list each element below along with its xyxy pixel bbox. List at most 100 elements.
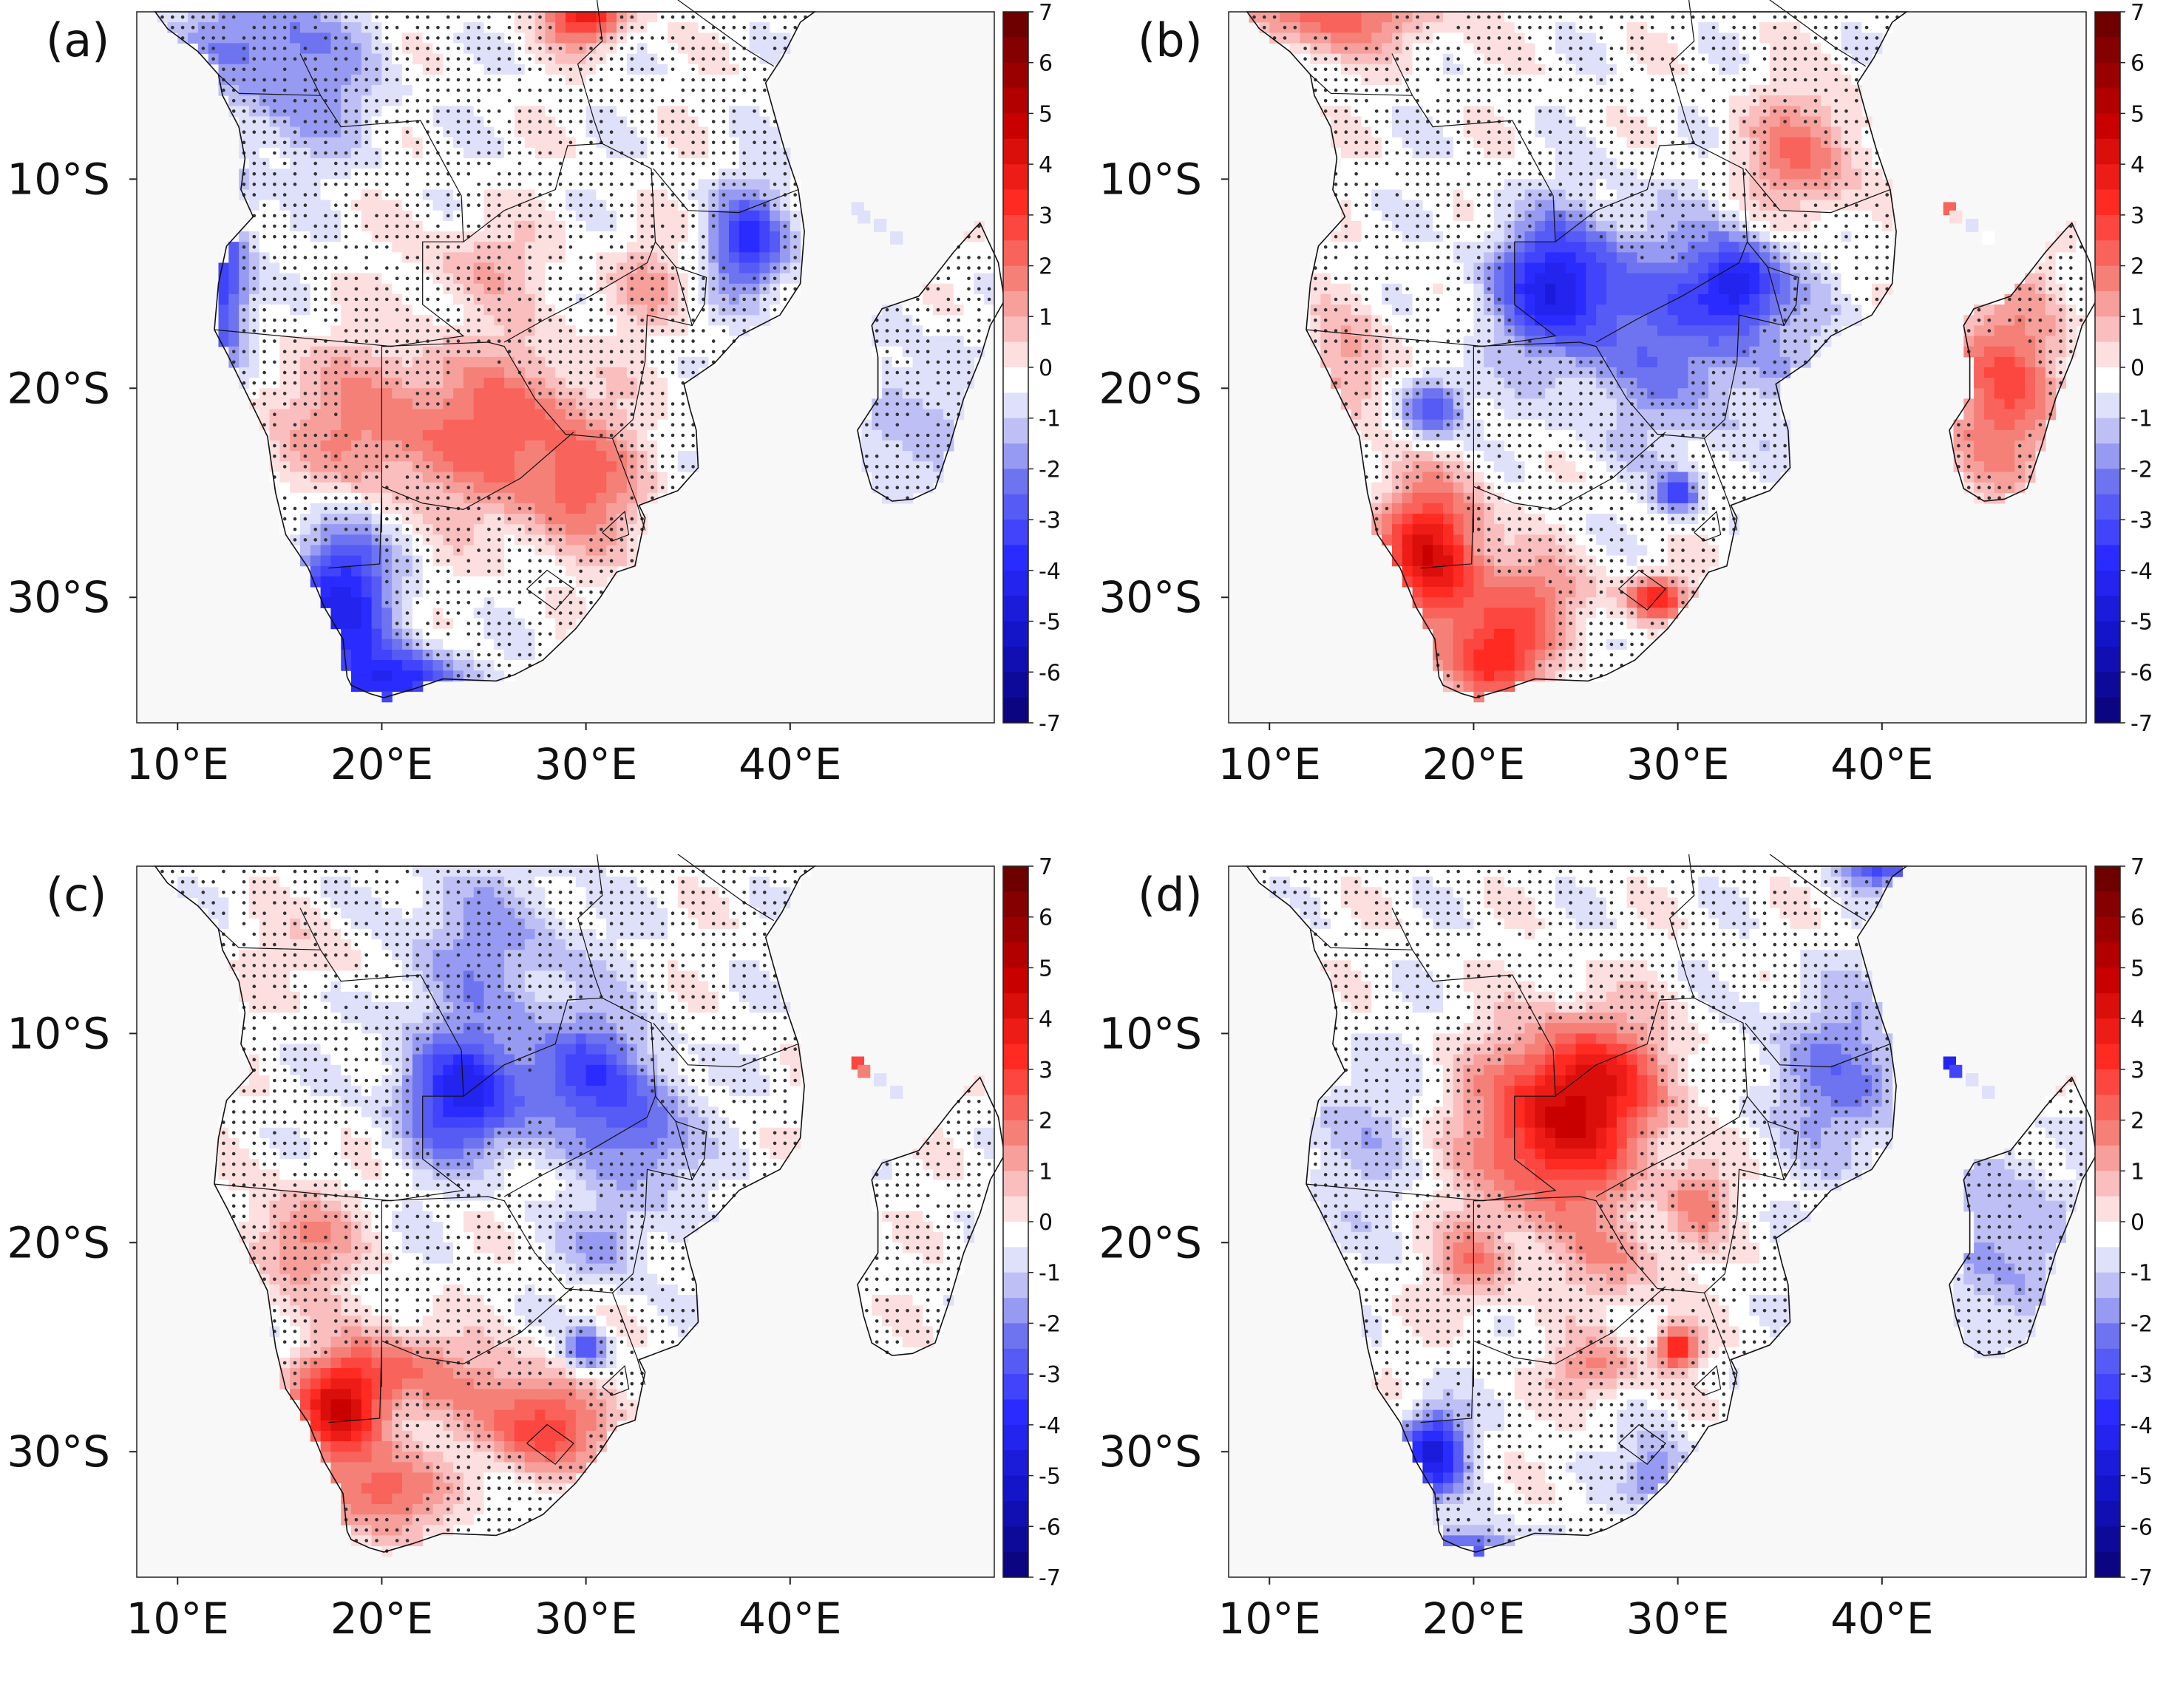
colorbar-tick-label: 4 xyxy=(2131,1007,2145,1032)
colorbar-segment xyxy=(2095,1196,2120,1222)
colorbar-segment xyxy=(2095,942,2120,969)
colorbar-segment xyxy=(2095,570,2120,596)
y-tick-label: 20°S xyxy=(7,1217,110,1268)
y-tick-label: 30°S xyxy=(1099,572,1202,622)
map-frame xyxy=(1228,865,2087,1578)
map-panel-b: 10°E 20°E 30°E 40°E 10°S 20°S 30°S 7 6 5 4 3 2 1 0 -1 -2… xyxy=(1092,0,2183,854)
colorbar-segment xyxy=(1003,164,1028,191)
colorbar-tick-label: 6 xyxy=(2131,51,2145,77)
colorbar-segment xyxy=(1003,866,1028,892)
colorbar-segment xyxy=(2095,1450,2120,1477)
colorbar-segment xyxy=(2095,12,2120,38)
colorbar-segment xyxy=(1003,1171,1028,1197)
y-tick-label: 10°S xyxy=(1099,1008,1202,1058)
x-tick-label: 30°E xyxy=(534,739,637,789)
colorbar-segment xyxy=(1003,1526,1028,1553)
y-tick-label: 30°S xyxy=(7,1426,110,1477)
colorbar-segment xyxy=(1003,341,1028,368)
panel-label-d: (d) xyxy=(1138,868,1203,922)
colorbar-tick-label: 5 xyxy=(2131,101,2145,127)
y-tick-label: 20°S xyxy=(1099,363,1202,413)
colorbar-tick-label: 1 xyxy=(2131,1159,2145,1185)
colorbar-tick-label: 5 xyxy=(1039,956,1053,981)
colorbar-tick-label: -5 xyxy=(2131,1464,2153,1490)
colorbar-tick-label: -3 xyxy=(2131,1362,2153,1388)
colorbar-tick-label: 7 xyxy=(1039,0,1053,26)
colorbar-segment xyxy=(2095,993,2120,1019)
madagascar-coastline xyxy=(1949,1076,2097,1356)
colorbar-segment xyxy=(1003,265,1028,292)
madagascar-coastline xyxy=(857,222,1005,502)
colorbar-segment xyxy=(1003,1500,1028,1527)
colorbar-segment xyxy=(2095,1272,2120,1299)
map-panel-d-svg: 10°E 20°E 30°E 40°E 10°S 20°S 30°S 7 6 5 4 3 2 1 0 -1 -2… xyxy=(1099,854,2153,1644)
colorbar-tick-label: 5 xyxy=(2131,956,2145,981)
colorbar-segment xyxy=(2095,1145,2120,1171)
colorbar-tick-label: -3 xyxy=(1039,508,1061,534)
colorbar-tick-label: 1 xyxy=(1039,1159,1053,1185)
colorbar-segment xyxy=(2095,1500,2120,1527)
colorbar-tick-label: 3 xyxy=(1039,1058,1053,1083)
colorbar-tick-label: 0 xyxy=(2131,1210,2145,1236)
significance-stippling xyxy=(160,15,991,678)
colorbar-segment xyxy=(2095,113,2120,140)
colorbar-segment xyxy=(1003,1145,1028,1171)
colorbar-segment xyxy=(2095,494,2120,520)
colorbar-segment xyxy=(1003,697,1028,724)
colorbar-tick-label: -4 xyxy=(1039,1413,1061,1439)
colorbar-segment xyxy=(2095,1044,2120,1070)
colorbar-segment xyxy=(1003,316,1028,343)
colorbar-segment xyxy=(1003,290,1028,317)
colorbar-segment xyxy=(1003,138,1028,165)
map-panel-a-svg: 10°E 20°E 30°E 40°E 10°S 20°S 30°S 7 6 5 4 3 2 1 0 -1 -2… xyxy=(7,0,1061,789)
colorbar-segment xyxy=(2095,418,2120,444)
colorbar-segment xyxy=(1003,1095,1028,1121)
colorbar-segment xyxy=(2095,240,2120,267)
africa-coastline xyxy=(1246,865,1909,1553)
colorbar-segment xyxy=(2095,214,2120,241)
colorbar-tick-label: 0 xyxy=(2131,355,2145,381)
colorbar: 7 6 5 4 3 2 1 0 -1 -2 -3 -4 -5 -6 -7 xyxy=(2094,0,2153,737)
colorbar-segment xyxy=(2095,1323,2120,1350)
colorbar-tick-label: -7 xyxy=(2131,711,2153,737)
colorbar-segment xyxy=(1003,367,1028,393)
colorbar-segment xyxy=(1003,916,1028,943)
x-tick-label: 30°E xyxy=(534,1593,637,1644)
colorbar-tick-label: -5 xyxy=(1039,610,1061,636)
colorbar-segment xyxy=(1003,1424,1028,1451)
x-tick-label: 20°E xyxy=(330,1593,433,1644)
map-panel-d: 10°E 20°E 30°E 40°E 10°S 20°S 30°S 7 6 5 4 3 2 1 0 -1 -2… xyxy=(1092,854,2183,1708)
colorbar-tick-label: -7 xyxy=(1039,1565,1061,1591)
colorbar-segment xyxy=(2095,367,2120,393)
colorbar-tick-label: -2 xyxy=(2131,1311,2153,1337)
colorbar-tick-label: -3 xyxy=(1039,1362,1061,1388)
colorbar-segment xyxy=(1003,240,1028,267)
significance-stippling xyxy=(1252,15,2083,698)
madagascar-coastline xyxy=(857,1076,1005,1356)
africa-coastline xyxy=(154,11,817,698)
panel-label-c: (c) xyxy=(46,868,106,922)
colorbar-segment xyxy=(1003,443,1028,470)
y-tick-label: 10°S xyxy=(7,154,110,204)
colorbar-segment xyxy=(1003,1272,1028,1299)
colorbar-segment xyxy=(2095,88,2120,115)
colorbar-segment xyxy=(2095,37,2120,64)
colorbar-segment xyxy=(1003,1450,1028,1477)
colorbar-tick-label: -6 xyxy=(1039,1514,1061,1540)
colorbar-tick-label: -5 xyxy=(2131,610,2153,636)
colorbar-segment xyxy=(1003,1298,1028,1324)
x-tick-label: 20°E xyxy=(1422,1593,1525,1644)
colorbar-segment xyxy=(2095,672,2120,698)
colorbar-tick-label: 1 xyxy=(1039,304,1053,330)
map-panel-a: 10°E 20°E 30°E 40°E 10°S 20°S 30°S 7 6 5 4 3 2 1 0 -1 -2… xyxy=(0,0,1091,854)
colorbar-segment xyxy=(1003,1222,1028,1248)
colorbar-tick-label: 6 xyxy=(2131,905,2145,931)
colorbar-segment xyxy=(1003,1399,1028,1426)
colorbar-segment xyxy=(1003,1120,1028,1146)
colorbar-segment xyxy=(1003,418,1028,444)
colorbar-segment xyxy=(2095,621,2120,647)
y-tick-label: 20°S xyxy=(7,363,110,413)
colorbar-segment xyxy=(1003,545,1028,571)
colorbar-tick-label: 1 xyxy=(2131,304,2145,330)
map-frame xyxy=(136,11,995,724)
